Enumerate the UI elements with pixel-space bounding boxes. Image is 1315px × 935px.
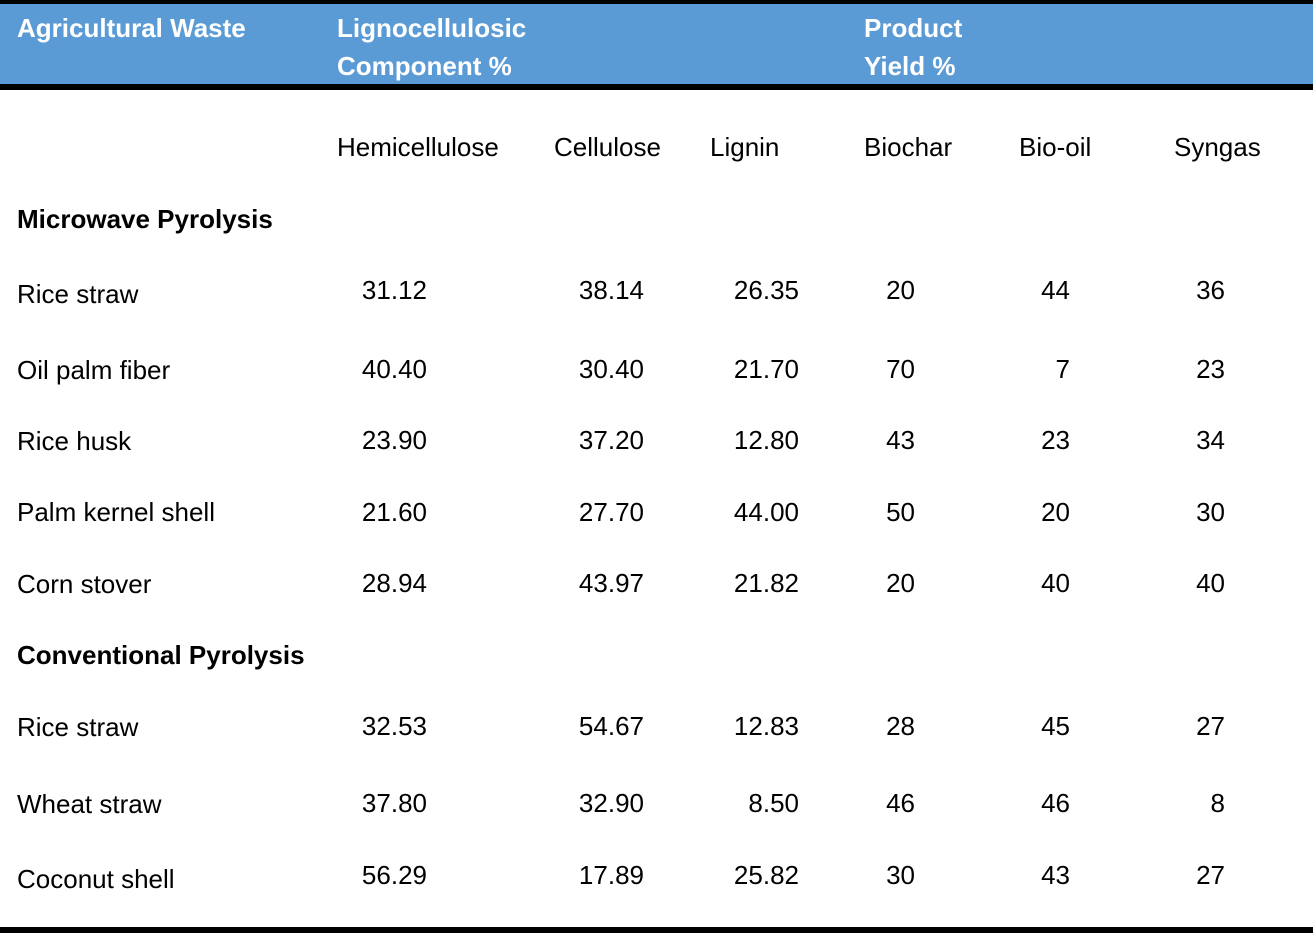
table-cell: 32.53 xyxy=(361,711,427,741)
table-cell: 7 xyxy=(1055,354,1070,384)
section-title-conventional-pyrolysis: Conventional Pyrolysis xyxy=(17,640,305,670)
table-cell: 26.35 xyxy=(733,275,799,305)
table-cell: 37.20 xyxy=(578,425,644,455)
table-bottom-rule xyxy=(0,927,1313,933)
table-cell: 44.00 xyxy=(733,497,799,527)
table-cell: 27 xyxy=(1196,860,1225,890)
table-cell: 40.40 xyxy=(361,354,427,384)
row-label: Corn stover xyxy=(17,569,152,599)
header-lignocellulosic-component: Lignocellulosic Component % xyxy=(337,13,527,81)
table-cell: 23 xyxy=(1196,354,1225,384)
subheader-hemicellulose: Hemicellulose xyxy=(337,132,499,162)
table-cell: 45 xyxy=(1041,711,1070,741)
table-cell: 32.90 xyxy=(578,788,644,818)
table-header-band xyxy=(0,4,1313,84)
table-cell: 56.29 xyxy=(361,860,427,890)
header-agricultural-waste: Agricultural Waste xyxy=(17,13,246,43)
table-cell: 30 xyxy=(886,860,915,890)
table-cell: 12.80 xyxy=(733,425,799,455)
row-label: Oil palm fiber xyxy=(17,355,171,385)
table-cell: 28 xyxy=(886,711,915,741)
table-cell: 20 xyxy=(1041,497,1070,527)
row-label: Rice husk xyxy=(17,426,132,456)
table-cell: 40 xyxy=(1041,568,1070,598)
table-cell: 27.70 xyxy=(578,497,644,527)
table-top-rule xyxy=(0,0,1313,4)
table-cell: 8 xyxy=(1210,788,1225,818)
table-cell: 54.67 xyxy=(578,711,644,741)
row-label: Rice straw xyxy=(17,712,139,742)
row-label: Wheat straw xyxy=(17,789,162,819)
table-cell: 38.14 xyxy=(578,275,644,305)
table-cell: 44 xyxy=(1041,275,1070,305)
table-cell: 31.12 xyxy=(361,275,427,305)
row-label: Coconut shell xyxy=(17,864,175,894)
subheader-biochar: Biochar xyxy=(864,132,953,162)
table-cell: 30.40 xyxy=(578,354,644,384)
subheader-bio-oil: Bio-oil xyxy=(1019,132,1092,162)
subheader-syngas: Syngas xyxy=(1174,132,1261,162)
table-cell: 40 xyxy=(1196,568,1225,598)
table-cell: 23.90 xyxy=(361,425,427,455)
table-cell: 21.60 xyxy=(361,497,427,527)
table-cell: 50 xyxy=(886,497,915,527)
table-cell: 43 xyxy=(886,425,915,455)
table-cell: 46 xyxy=(886,788,915,818)
section-title-microwave-pyrolysis: Microwave Pyrolysis xyxy=(17,204,273,234)
table-cell: 21.82 xyxy=(733,568,799,598)
table-cell: 70 xyxy=(886,354,915,384)
table-cell: 12.83 xyxy=(733,711,799,741)
table-cell: 28.94 xyxy=(361,568,427,598)
subheader-lignin: Lignin xyxy=(710,132,780,162)
table-cell: 34 xyxy=(1196,425,1225,455)
table-cell: 27 xyxy=(1196,711,1225,741)
row-label: Rice straw xyxy=(17,279,139,309)
row-label: Palm kernel shell xyxy=(17,497,215,527)
header-product-yield: Product Yield % xyxy=(864,13,963,81)
table-cell: 23 xyxy=(1041,425,1070,455)
table-cell: 21.70 xyxy=(733,354,799,384)
table-cell: 25.82 xyxy=(733,860,799,890)
table-cell: 30 xyxy=(1196,497,1225,527)
table-cell: 8.50 xyxy=(748,788,799,818)
table-header-rule xyxy=(0,84,1313,90)
table-cell: 20 xyxy=(886,275,915,305)
table-cell: 17.89 xyxy=(578,860,644,890)
table-cell: 20 xyxy=(886,568,915,598)
table-cell: 43.97 xyxy=(578,568,644,598)
table-cell: 43 xyxy=(1041,860,1070,890)
table-cell: 36 xyxy=(1196,275,1225,305)
subheader-cellulose: Cellulose xyxy=(554,132,661,162)
table-cell: 46 xyxy=(1041,788,1070,818)
table-cell: 37.80 xyxy=(361,788,427,818)
